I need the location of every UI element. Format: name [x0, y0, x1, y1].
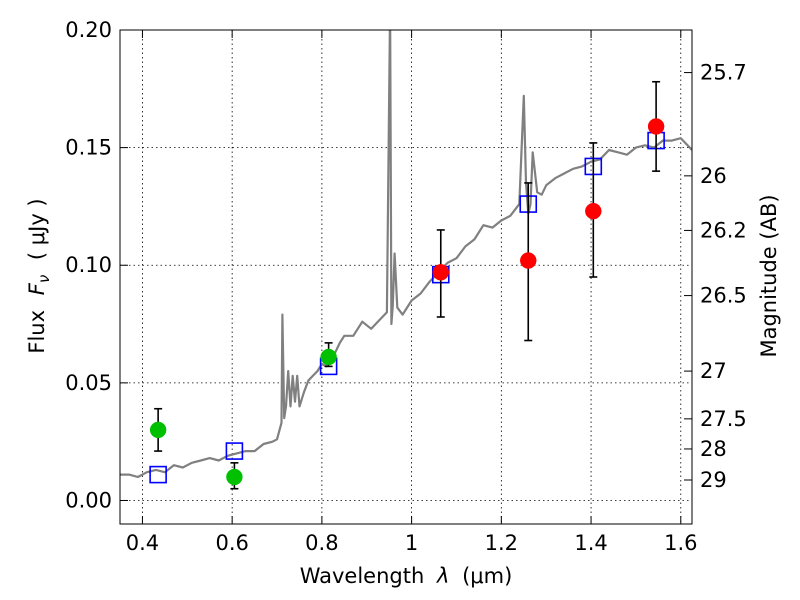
right-tick-label: 28 — [700, 437, 727, 461]
y-tick-labels: 0.00 0.05 0.10 0.15 0.20 — [65, 18, 112, 512]
y-axis-label-text: Flux — [25, 310, 49, 354]
plot-content — [120, 30, 692, 490]
y-tick-label: 0.00 — [65, 488, 112, 512]
x-axis-label-symbol: λ — [436, 564, 449, 588]
y-tick-label: 0.15 — [65, 136, 112, 160]
x-tick-label: 0.8 — [305, 531, 338, 555]
model-photometry-square — [225, 442, 244, 460]
y-tick-label: 0.20 — [65, 18, 112, 42]
x-tick-label: 1.2 — [485, 531, 518, 555]
right-tick-label: 25.7 — [700, 61, 747, 85]
right-axis-tick-labels: 25.7 26 26.2 26.5 27 27.5 28 29 — [700, 61, 747, 492]
y-axis-label-subscript: ν — [35, 275, 53, 283]
plot-background — [120, 30, 692, 524]
detection-point — [647, 118, 665, 135]
detection-point — [226, 468, 243, 486]
right-axis-label: Magnitude (AB) — [757, 194, 781, 357]
y-axis-label-symbol: F — [25, 282, 49, 295]
y-tick-label: 0.10 — [65, 253, 112, 277]
y-axis-label-unit: ( μJy ) — [25, 198, 49, 260]
y-axis-label: Flux Fν ( μJy ) — [25, 198, 54, 353]
detection-point — [432, 264, 450, 281]
x-tick-label: 1 — [405, 531, 418, 555]
right-tick-label: 26 — [700, 164, 727, 188]
x-tick-label: 0.4 — [126, 531, 159, 555]
right-tick-label: 27.5 — [700, 407, 747, 431]
detection-point — [585, 202, 602, 220]
x-axis-label-text: Wavelength — [300, 564, 425, 588]
right-tick-label: 27 — [700, 359, 727, 383]
right-tick-label: 26.2 — [700, 218, 747, 242]
x-axis-label: Wavelength λ (μm) — [300, 564, 513, 588]
x-tick-labels: 0.4 0.6 0.8 1 1.2 1.4 1.6 — [126, 531, 698, 555]
detection-point — [520, 252, 537, 269]
right-tick-label: 29 — [700, 468, 727, 492]
x-axis-label-unit: (μm) — [462, 564, 512, 588]
y-tick-label: 0.05 — [65, 371, 112, 395]
x-tick-label: 1.4 — [574, 531, 607, 555]
plot-frame — [119, 29, 693, 525]
x-tick-label: 1.6 — [664, 531, 697, 555]
spectrum-line — [120, 30, 692, 479]
right-tick-label: 26.5 — [700, 284, 747, 308]
model-photometry-square — [149, 465, 167, 484]
detection-point — [149, 421, 167, 439]
x-tick-label: 0.6 — [215, 531, 248, 555]
detection-point — [320, 348, 337, 366]
